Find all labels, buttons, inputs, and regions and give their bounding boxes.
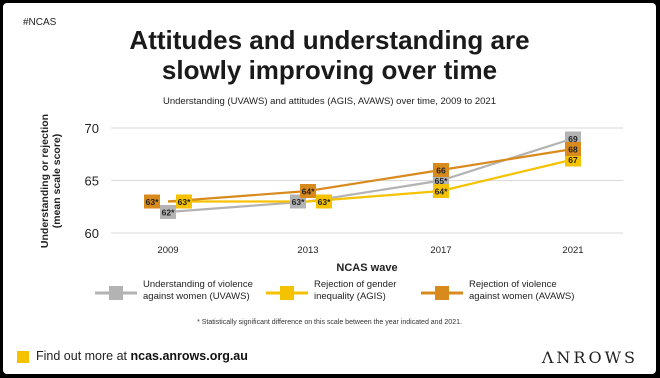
legend-swatch-avaws [421,286,463,300]
data-label-agis-2017: 64* [435,187,448,197]
x-axis-label: NCAS wave [336,262,397,274]
data-label-uvaws-2017: 65* [435,176,448,186]
title-line-2: slowly improving over time [161,55,498,85]
data-point-agis-2013: 63* [316,194,332,209]
data-label-agis-2021: 67 [568,155,578,165]
legend-swatch-agis [266,286,308,300]
y-tick-label-60: 60 [85,226,99,241]
y-axis-label-line-2: (mean scale score) [51,134,63,229]
y-axis-label-line-1: Understanding or rejection [39,114,51,248]
x-tick-label-2021: 2021 [562,245,583,256]
hashtag: #NCAS [23,17,57,28]
data-label-uvaws-2021: 69 [568,134,578,144]
chart-subtitle: Understanding (UVAWS) and attitudes (AGI… [162,96,496,107]
series-line-avaws [167,147,574,203]
x-tick-label-2017: 2017 [430,245,451,256]
infographic-card: #NCAS Attitudes and understanding are sl… [3,3,656,374]
data-point-uvaws-2009: 62* [160,205,176,219]
data-label-agis-2013: 63* [318,197,331,207]
marker-agis-2013 [316,194,332,209]
y-tick-label-70: 70 [85,121,99,136]
series-line-agis [168,158,574,203]
marker-agis-2017 [433,184,449,198]
legend-label-avaws: Rejection of violence against women (AVA… [469,279,575,302]
marker-avaws-2017 [433,163,449,177]
y-tick-label-65: 65 [85,174,99,189]
x-tick-label-2013: 2013 [297,245,318,256]
data-label-uvaws-2009: 62* [162,208,175,218]
data-label-avaws-2021: 68 [568,145,578,155]
data-label-avaws-2013: 64* [302,187,315,197]
anrows-logo: ΛNROWS [541,348,638,367]
cta-text: Find out more at ncas.anrows.org.au [36,349,248,363]
legend-label-agis: Rejection of gender inequality (AGIS) [314,279,397,302]
page-title: Attitudes and understanding are slowly i… [3,25,656,85]
data-label-avaws-2017: 66 [436,166,446,176]
marker-avaws-2009 [144,194,160,209]
data-point-agis-2017: 64* [433,184,449,198]
cta-link[interactable]: ncas.anrows.org.au [130,349,248,363]
legend-label-uvaws: Understanding of violence against women … [143,279,253,302]
data-label-agis-2009: 63* [178,197,191,207]
cta-square-icon [17,351,29,363]
data-point-avaws-2017: 66 [433,163,449,177]
marker-avaws-2021 [565,142,581,156]
footnote: * Statistically significant difference o… [197,319,462,326]
marker-uvaws-2009 [160,205,176,219]
data-point-avaws-2021: 68 [565,142,581,156]
data-label-uvaws-2013: 63* [292,197,305,207]
title-line-1: Attitudes and understanding are [129,25,530,55]
x-tick-label-2009: 2009 [157,245,178,256]
data-label-avaws-2009: 63* [146,197,159,207]
y-axis-label: Understanding or rejection(mean scale sc… [39,114,63,248]
data-point-avaws-2013: 64* [300,184,316,198]
data-point-avaws-2009: 63* [144,194,160,209]
marker-agis-2009 [176,194,192,209]
data-point-agis-2009: 63* [176,194,192,209]
legend-swatch-uvaws [95,286,137,300]
marker-avaws-2013 [300,184,316,198]
